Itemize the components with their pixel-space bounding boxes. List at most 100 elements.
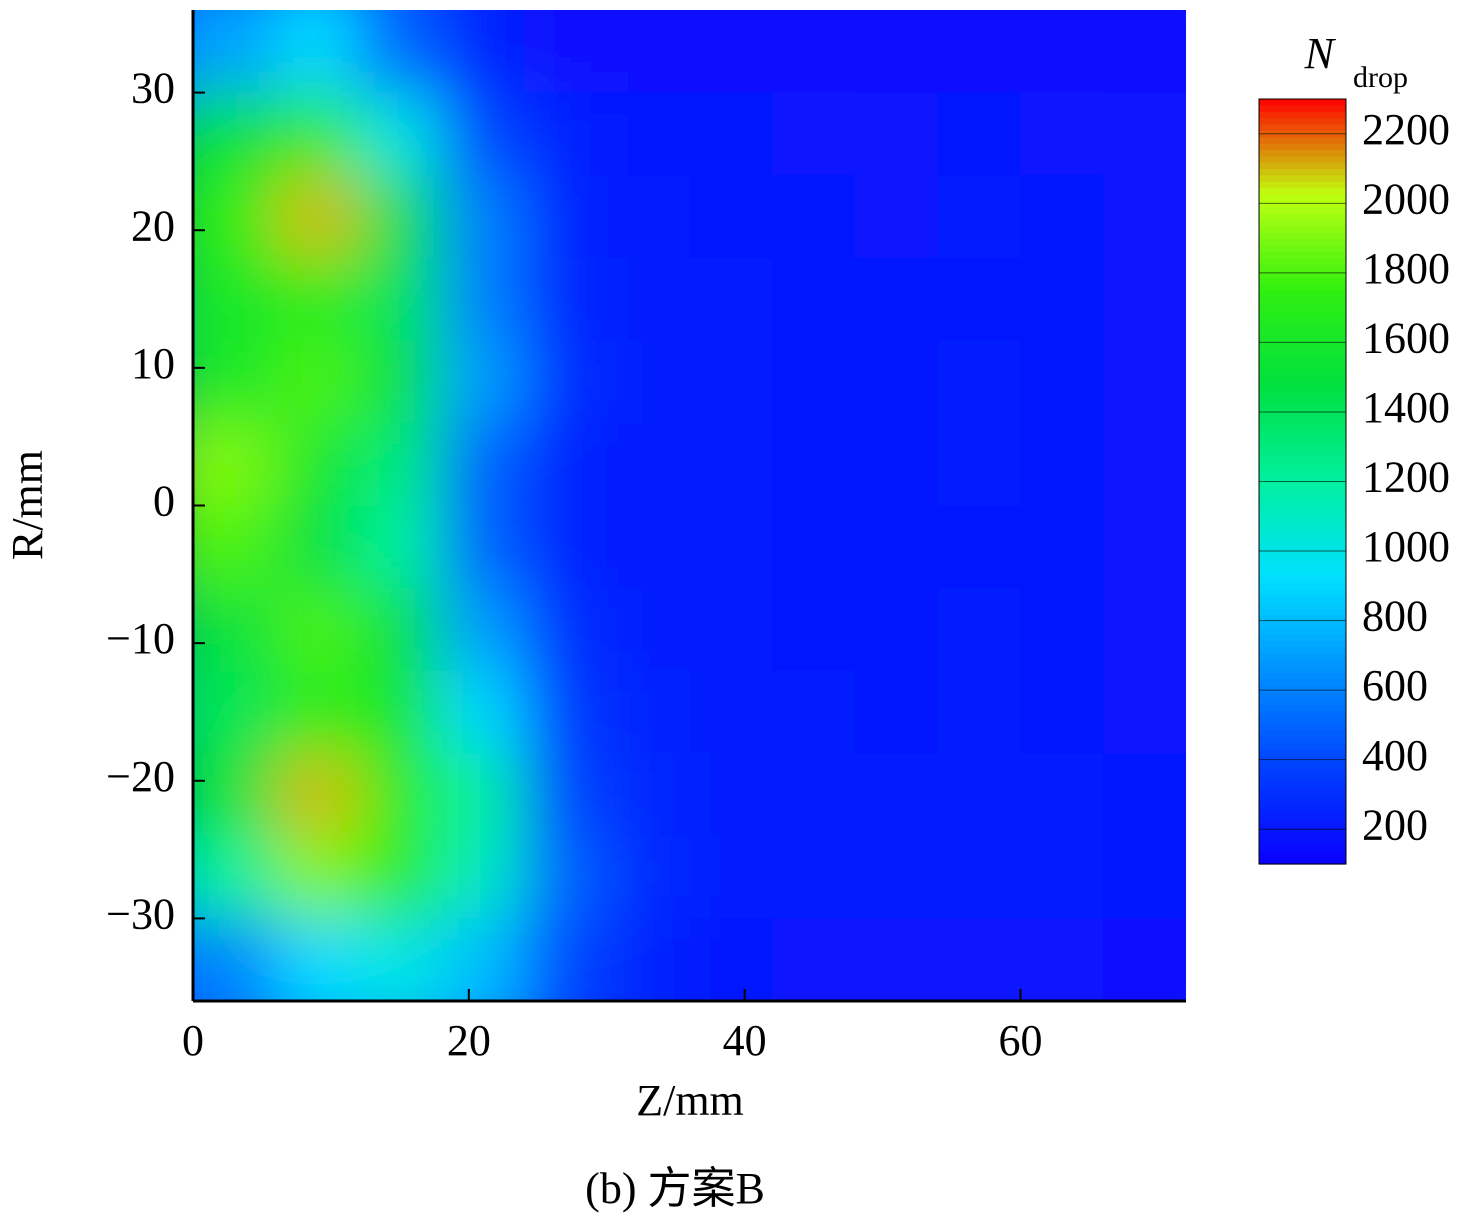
- heatmap-cell: [855, 588, 939, 672]
- colorbar-segment: [1259, 207, 1346, 215]
- heatmap-cell: [772, 175, 856, 259]
- heatmap-cell: [524, 92, 608, 176]
- colorbar-tick-label: 1200: [1362, 453, 1450, 502]
- heatmap-cell: [1020, 835, 1104, 919]
- colorbar-segment: [1259, 475, 1346, 483]
- heatmap-cell: [855, 92, 939, 176]
- heatmap-cell: [441, 505, 525, 589]
- colorbar-segment: [1259, 405, 1346, 412]
- heatmap-cell: [193, 340, 277, 424]
- heatmap-cell: [606, 92, 690, 176]
- colorbar-segment: [1259, 296, 1346, 304]
- heatmap-cell: [275, 257, 359, 341]
- heatmap-cell: [606, 175, 690, 259]
- heatmap-cell: [606, 670, 690, 754]
- colorbar-segment: [1259, 596, 1346, 604]
- heatmap-cell: [1103, 257, 1186, 341]
- heatmap-cell: [1103, 835, 1186, 919]
- heatmap-cell: [524, 422, 608, 506]
- heatmap-cell: [193, 670, 277, 754]
- colorbar-segment: [1259, 264, 1346, 272]
- heatmap-cell: [937, 588, 1021, 672]
- heatmap-cell: [1020, 670, 1104, 754]
- heatmap-cell: [689, 670, 773, 754]
- heatmap-cell: [689, 918, 773, 1001]
- heatmap-cell: [772, 918, 856, 1001]
- colorbar-segment: [1259, 271, 1346, 279]
- heatmap-cell: [193, 257, 277, 341]
- heatmap-cell: [855, 422, 939, 506]
- heatmap-cell: [689, 257, 773, 341]
- heatmap-cell: [441, 92, 525, 176]
- y-tick-label: −30: [106, 890, 175, 939]
- colorbar-segment: [1259, 500, 1346, 508]
- heatmap-cell: [855, 10, 939, 94]
- heatmap-cell: [441, 835, 525, 919]
- heatmap-cell: [855, 670, 939, 754]
- heatmap-cell: [193, 175, 277, 259]
- colorbar-segment: [1259, 150, 1346, 157]
- y-axis-label: R/mm: [3, 450, 52, 560]
- heatmap-cell: [855, 835, 939, 919]
- colorbar-segment: [1259, 742, 1346, 750]
- heatmap-cell: [358, 918, 442, 1001]
- heatmap-cell: [606, 10, 690, 94]
- colorbar-segment: [1259, 851, 1346, 859]
- heatmap-cell: [441, 340, 525, 424]
- heatmap-cell: [358, 10, 442, 94]
- heatmap-cell: [855, 257, 939, 341]
- colorbar-segment: [1259, 640, 1346, 648]
- colorbar-tick-label: 800: [1362, 592, 1428, 641]
- colorbar-segment: [1259, 373, 1346, 381]
- heatmap-cell: [275, 753, 359, 837]
- heatmap-cell: [1103, 505, 1186, 589]
- heatmap-cell: [193, 835, 277, 919]
- y-tick-label: −20: [106, 752, 175, 801]
- heatmap-cell: [524, 753, 608, 837]
- colorbar-segment: [1259, 538, 1346, 546]
- colorbar-segment: [1259, 468, 1346, 476]
- heatmap-cell: [937, 257, 1021, 341]
- heatmap-cell: [441, 10, 525, 94]
- colorbar-segment: [1259, 290, 1346, 298]
- heatmap-cell: [689, 175, 773, 259]
- colorbar-segment: [1259, 392, 1346, 400]
- colorbar-segment: [1259, 787, 1346, 795]
- heatmap-cell: [441, 918, 525, 1001]
- heatmap-cell: [937, 92, 1021, 176]
- heatmap-cell: [275, 670, 359, 754]
- colorbar-segment: [1259, 806, 1346, 814]
- caption: (b) 方案B: [585, 1164, 765, 1213]
- heatmap-cell: [193, 753, 277, 837]
- colorbar-segment: [1259, 385, 1346, 393]
- heatmap-cell: [441, 257, 525, 341]
- colorbar-segment: [1259, 487, 1346, 495]
- colorbar-segment: [1259, 283, 1346, 291]
- heatmap-cell: [855, 505, 939, 589]
- heatmap-cell: [1103, 422, 1186, 506]
- heatmap-cell: [358, 175, 442, 259]
- colorbar-segment: [1259, 679, 1346, 687]
- colorbar-segment: [1259, 411, 1346, 419]
- heatmap-cell: [689, 92, 773, 176]
- heatmap-cell: [689, 340, 773, 424]
- colorbar-segment: [1259, 137, 1346, 145]
- colorbar-segment: [1259, 844, 1346, 852]
- heatmap-cell: [937, 422, 1021, 506]
- colorbar-segment: [1259, 685, 1346, 693]
- colorbar-segment: [1259, 532, 1346, 540]
- colorbar-segment: [1259, 398, 1346, 406]
- colorbar-segment: [1259, 602, 1346, 610]
- heatmap-cell: [1103, 10, 1186, 94]
- heatmap-cell: [1020, 588, 1104, 672]
- heatmap-cell: [1020, 175, 1104, 259]
- heatmap-cell: [1103, 670, 1186, 754]
- heatmap-cell: [358, 422, 442, 506]
- colorbar-segment: [1259, 226, 1346, 234]
- heatmap-cell: [193, 505, 277, 589]
- colorbar-segment: [1259, 609, 1346, 616]
- heatmap-cell: [606, 340, 690, 424]
- heatmap-cell: [524, 10, 608, 94]
- heatmap-cell: [1020, 92, 1104, 176]
- heatmap: [193, 10, 1186, 1001]
